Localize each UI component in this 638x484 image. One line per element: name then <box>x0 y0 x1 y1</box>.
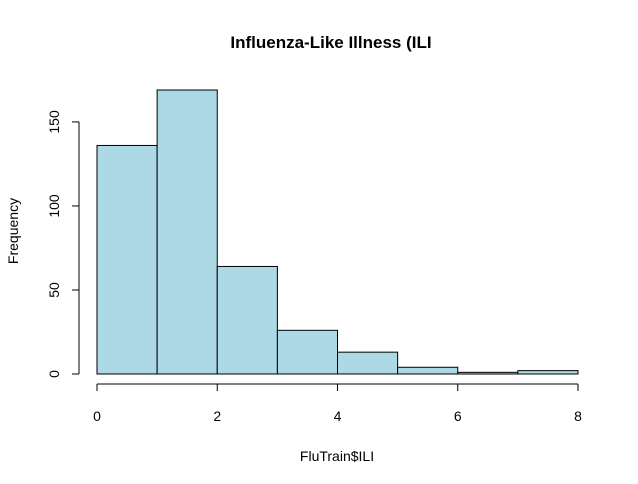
x-tick-label: 8 <box>574 408 582 424</box>
x-tick-label: 6 <box>454 408 462 424</box>
bar-5 <box>397 366 459 375</box>
x-axis: 0 2 4 6 8 <box>93 383 582 424</box>
bars-group <box>96 89 579 375</box>
bar-6 <box>457 371 519 375</box>
y-tick-label: 50 <box>46 282 62 298</box>
x-tick-label: 2 <box>213 408 221 424</box>
y-tick-label: 150 <box>46 110 62 134</box>
bar-7 <box>517 370 579 375</box>
y-tick-label: 0 <box>46 370 62 378</box>
y-axis-label: Frequency <box>5 198 21 264</box>
bar-3 <box>276 329 338 375</box>
x-axis-label: FluTrain$ILI <box>300 448 374 464</box>
bar-0 <box>96 144 158 375</box>
bar-2 <box>216 265 278 375</box>
chart-title: Influenza-Like Illness (ILI <box>230 33 431 52</box>
y-tick-label: 100 <box>46 194 62 218</box>
bar-4 <box>337 351 399 375</box>
y-axis: 0 50 100 150 <box>46 110 80 378</box>
bar-1 <box>156 89 218 375</box>
x-tick-label: 4 <box>334 408 342 424</box>
x-tick-label: 0 <box>93 408 101 424</box>
